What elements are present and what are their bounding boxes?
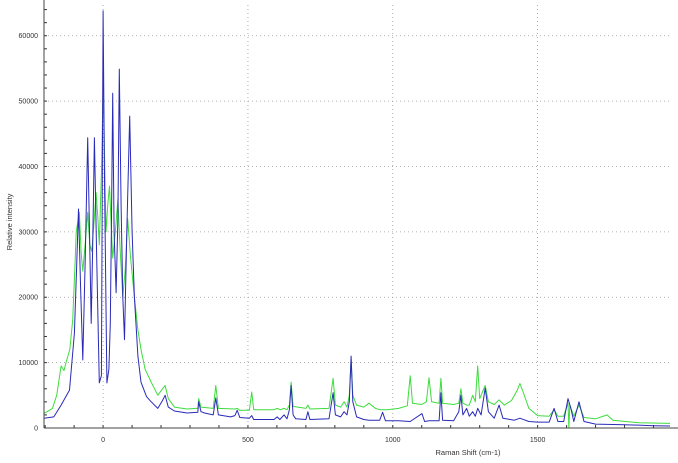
- series-group: [43, 10, 671, 429]
- y-tick-label: 50000: [19, 99, 39, 106]
- series-line-0: [43, 10, 671, 427]
- y-tick-label: 20000: [19, 295, 39, 302]
- y-tick-label: 0: [34, 426, 38, 433]
- x-axis-title: Raman Shift (cm-1): [435, 448, 501, 457]
- y-tick-label: 40000: [19, 164, 39, 171]
- series-line-1: [43, 87, 671, 429]
- y-tick-label: 60000: [19, 33, 39, 40]
- y-axis-title: Relative intensity: [5, 193, 14, 250]
- y-tick-label: 30000: [19, 229, 39, 236]
- x-tick-label: 0: [101, 437, 105, 444]
- y-tick-label: 10000: [19, 360, 39, 367]
- grid: [44, 5, 670, 428]
- axes: 0 10000 20000 30000 40000 50000 60000 0 500 1000 1…: [19, 0, 678, 444]
- x-tick-label: 1000: [385, 437, 401, 444]
- x-tick-label: 1500: [530, 437, 546, 444]
- x-tick-label: 500: [242, 437, 254, 444]
